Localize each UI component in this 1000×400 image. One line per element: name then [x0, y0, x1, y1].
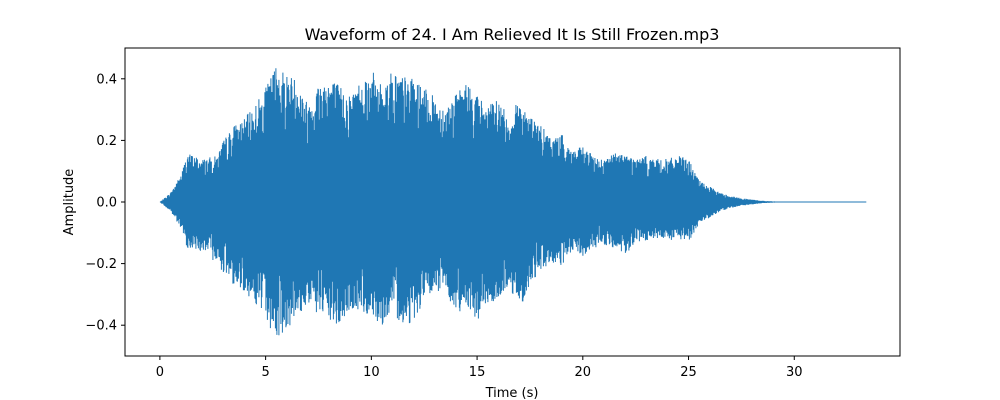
plot-area	[124, 47, 901, 357]
y-tick-label: 0.2	[96, 134, 117, 149]
x-axis-label: Time (s)	[485, 386, 539, 400]
y-tick-label: −0.4	[85, 319, 117, 334]
x-tick-label: 15	[469, 365, 486, 380]
x-tick-label: 20	[575, 365, 592, 380]
x-tick-label: 10	[363, 365, 380, 380]
y-axis-label: Amplitude	[62, 169, 77, 236]
x-tick-label: 25	[680, 365, 697, 380]
x-tick-label: 5	[261, 365, 269, 380]
y-tick-label: 0.0	[96, 196, 117, 211]
y-tick-label: −0.2	[85, 257, 117, 272]
chart-title: Waveform of 24. I Am Relieved It Is Stil…	[305, 25, 720, 44]
y-axis: −0.4 −0.2 0.0 0.2 0.4	[85, 72, 125, 334]
waveform-series-line	[159, 68, 867, 336]
y-tick-label: 0.4	[96, 72, 117, 87]
x-axis: 0 5 10 15 20 25 30	[156, 356, 803, 380]
x-tick-label: 0	[156, 365, 164, 380]
x-tick-label: 30	[786, 365, 803, 380]
